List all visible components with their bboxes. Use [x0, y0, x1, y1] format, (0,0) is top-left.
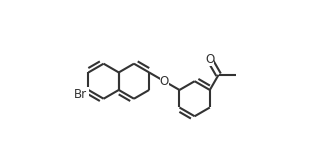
- Text: O: O: [160, 75, 169, 88]
- Text: Br: Br: [74, 88, 88, 101]
- Text: O: O: [205, 53, 215, 66]
